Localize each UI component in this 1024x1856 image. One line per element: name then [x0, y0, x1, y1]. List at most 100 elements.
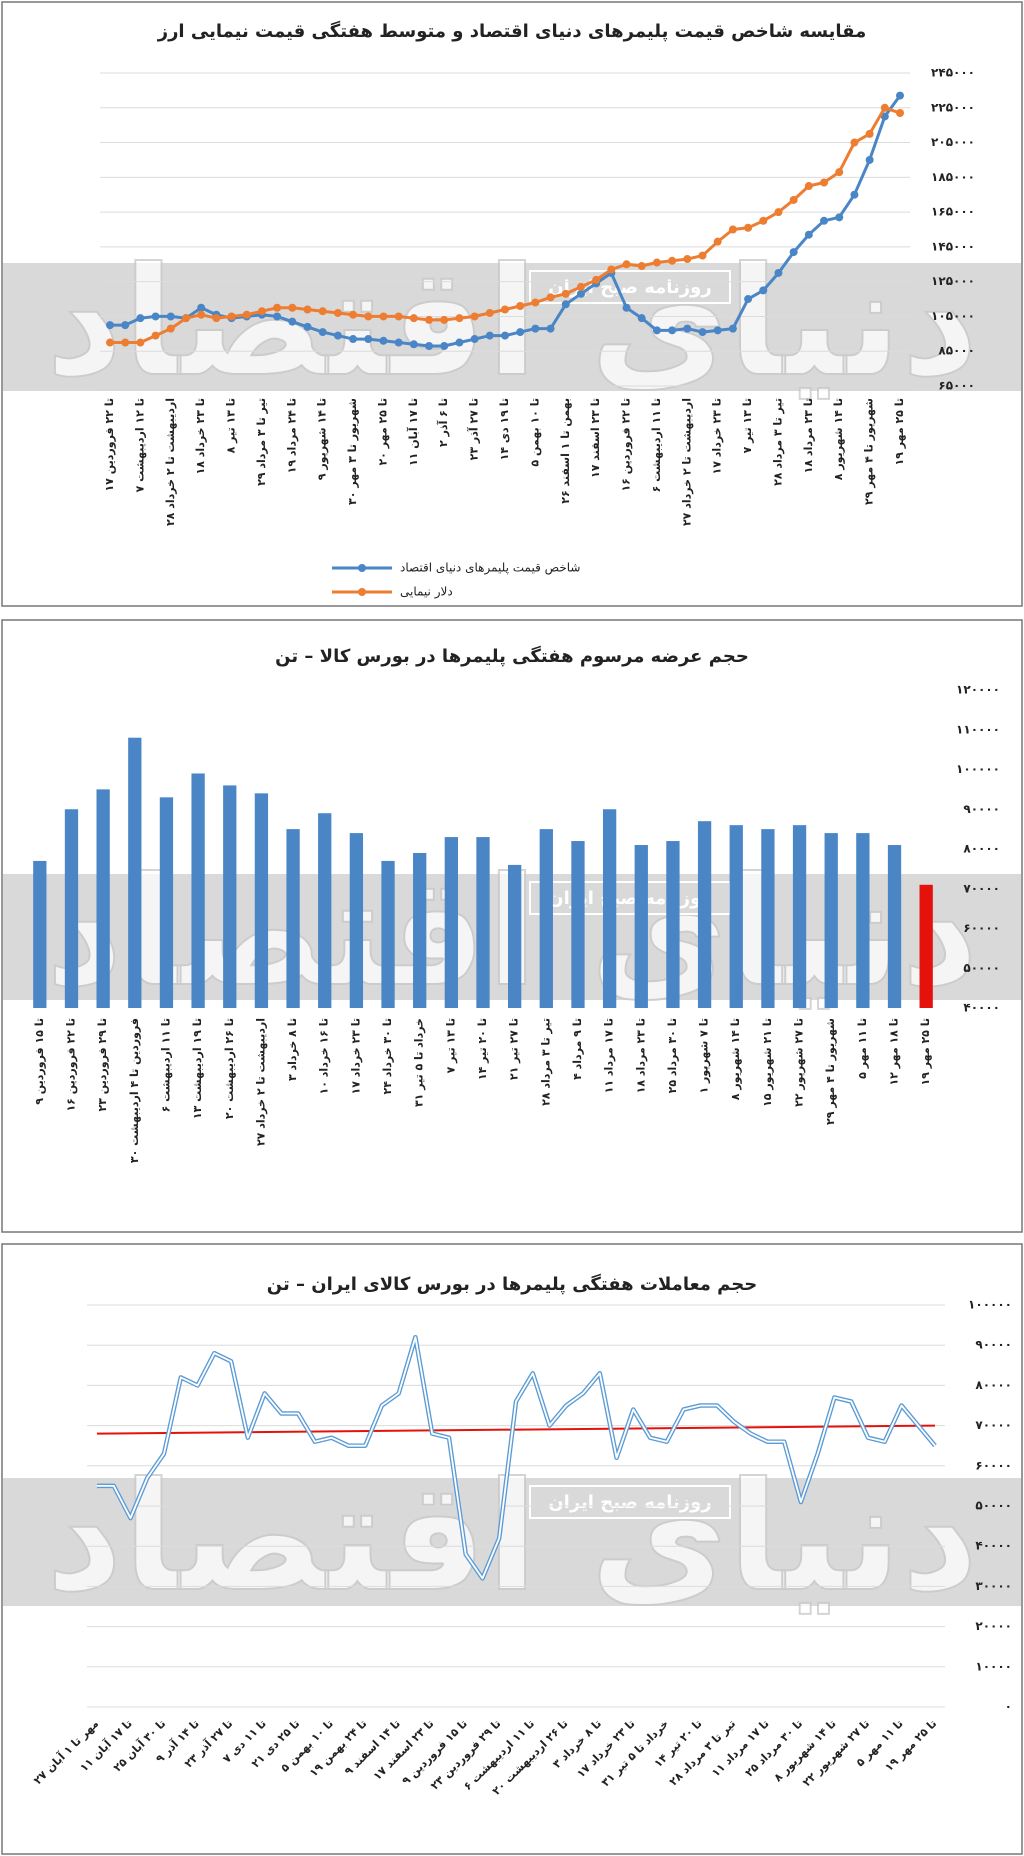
- series-marker: [136, 314, 145, 323]
- series-marker: [637, 262, 646, 271]
- series-marker: [303, 322, 312, 331]
- y-tick-label: ۱۶۵۰۰۰: [931, 205, 975, 219]
- legend-marker: [358, 564, 366, 572]
- series-marker: [440, 342, 449, 351]
- y-tick-label: ۸۰۰۰۰: [975, 1378, 1012, 1392]
- series-marker: [455, 338, 464, 347]
- series-marker: [789, 195, 798, 204]
- y-tick-label: ۲۰۰۰۰: [975, 1619, 1012, 1633]
- series-line-inner: [97, 1336, 936, 1580]
- series-marker: [698, 251, 707, 260]
- series-marker: [151, 312, 160, 321]
- y-tick-label: ۲۴۵۰۰۰: [931, 66, 975, 80]
- x-tick-label: ۸ تا ۱۴ شهریور: [832, 398, 845, 480]
- series-marker: [728, 324, 737, 333]
- series-marker: [394, 338, 403, 347]
- y-tick-label: ۶۰۰۰۰: [975, 1458, 1012, 1472]
- y-tick-label: ۳۰۰۰۰: [975, 1579, 1012, 1593]
- series-marker: [333, 331, 342, 340]
- bar: [571, 841, 585, 1008]
- x-tick-label: ۱۹ تا ۲۴ مرداد: [285, 398, 298, 473]
- series-marker: [516, 328, 525, 337]
- y-tick-label: ۱۱۰۰۰۰: [956, 722, 1000, 736]
- series-marker: [880, 103, 889, 112]
- x-tick-label: ۱۰ تا ۱۶ خرداد: [318, 1018, 331, 1094]
- series-marker: [835, 168, 844, 177]
- legend-marker: [358, 588, 366, 596]
- bar: [64, 809, 79, 1008]
- bar: [159, 797, 174, 1008]
- y-tick-label: ۲۲۵۰۰۰: [931, 100, 975, 114]
- x-tick-label: ۵ تا ۱۱ مهر: [856, 1018, 869, 1079]
- series-marker: [728, 225, 737, 234]
- x-tick-label: ۱۲ تا ۱۸ مهر: [888, 1018, 901, 1086]
- series-marker: [349, 335, 358, 344]
- series-marker: [865, 129, 874, 138]
- series-marker: [683, 255, 692, 264]
- series-marker: [379, 336, 388, 345]
- series-marker: [622, 303, 631, 312]
- bar: [223, 785, 237, 1008]
- stamp-box: [529, 1485, 731, 1519]
- series-marker: [470, 312, 479, 321]
- x-tick-label: ۱۸ تا ۲۳ خرداد: [194, 398, 207, 474]
- bar: [761, 829, 775, 1008]
- series-marker: [744, 223, 753, 232]
- x-tick-label: ۲ تا ۶ آذر: [436, 398, 450, 447]
- bar: [286, 829, 300, 1008]
- chart-title: مقایسه شاخص قیمت پلیمرهای دنیای اقتصاد و…: [157, 20, 867, 42]
- series-marker: [516, 302, 525, 311]
- bar: [792, 825, 807, 1008]
- watermark: دنیای اقتصاد: [46, 236, 979, 410]
- bar: [96, 789, 110, 1008]
- series-marker: [804, 230, 813, 239]
- y-tick-label: ۶۰۰۰۰: [963, 921, 1000, 935]
- series-marker: [759, 286, 768, 295]
- x-tick-label: ۲۲ تا ۲۷ شهریور: [793, 1018, 806, 1107]
- x-tick-label: ۱۱ تا ۱۷ آبان: [406, 398, 420, 466]
- x-tick-label: ۲۱ تا ۲۷ تیر: [508, 1018, 521, 1080]
- bar: [666, 841, 680, 1008]
- x-tick-label: ۸ تا ۱۳ تیر: [225, 398, 238, 453]
- series-marker: [835, 213, 844, 222]
- x-tick-label: ۲۳ تا ۲۹ فروردین: [96, 1018, 109, 1112]
- bar: [413, 852, 427, 1008]
- series-marker: [713, 237, 722, 246]
- series-marker: [592, 275, 601, 284]
- series-marker: [273, 312, 282, 321]
- x-tick-label: ۳۱ خرداد تا ۵ تیر: [413, 1018, 426, 1107]
- y-tick-label: ۰: [1005, 1700, 1012, 1714]
- series-marker: [880, 112, 889, 121]
- x-tick-label: ۹ تا ۱۴ شهریور: [316, 398, 329, 480]
- stamp-box: [529, 270, 731, 304]
- bar: [824, 833, 838, 1008]
- y-tick-label: ۱۲۰۰۰۰: [956, 683, 1000, 697]
- y-tick-label: ۱۸۵۰۰۰: [931, 170, 975, 184]
- x-tick-label: ۲۷ اردیبهشت تا ۲ خرداد: [680, 398, 693, 526]
- x-tick-label: ۲۷ اردیبهشت تا ۲ خرداد: [254, 1018, 267, 1146]
- y-tick-label: ۴۰۰۰۰: [963, 1001, 1000, 1015]
- y-tick-label: ۱۰۰۰۰۰: [968, 1298, 1012, 1312]
- series-marker: [531, 324, 540, 333]
- x-tick-label: ۱۴ تا ۲۰ تیر: [476, 1018, 489, 1080]
- x-tick-label: ۲۹ شهریور تا ۴ مهر: [863, 398, 876, 505]
- series-marker: [561, 289, 570, 298]
- series-marker: [683, 324, 692, 333]
- series-marker: [501, 305, 509, 314]
- legend-label: دلار نیمایی: [400, 585, 453, 600]
- bar: [349, 833, 364, 1008]
- series-marker: [379, 312, 388, 321]
- x-tick-label: ۶ تا ۱۱ اردیبهشت: [159, 1018, 172, 1112]
- y-tick-label: ۱۲۵۰۰۰: [931, 274, 975, 288]
- x-tick-label: ۱۳ تا ۱۹ اردیبهشت: [191, 1018, 204, 1119]
- series-marker: [652, 258, 661, 267]
- bar: [191, 773, 205, 1008]
- y-tick-label: ۸۰۰۰۰: [963, 842, 1000, 856]
- x-tick-label: ۳۰ فروردین تا ۴ اردیبهشت: [128, 1018, 141, 1163]
- series-marker: [652, 326, 661, 335]
- x-tick-label: ۲۹ تیر تا ۳ مرداد: [255, 398, 268, 486]
- series-marker: [425, 315, 434, 324]
- series-marker: [409, 314, 418, 323]
- series-marker: [485, 331, 494, 340]
- x-tick-label: ۱۷ تا ۲۳ خرداد: [711, 398, 724, 474]
